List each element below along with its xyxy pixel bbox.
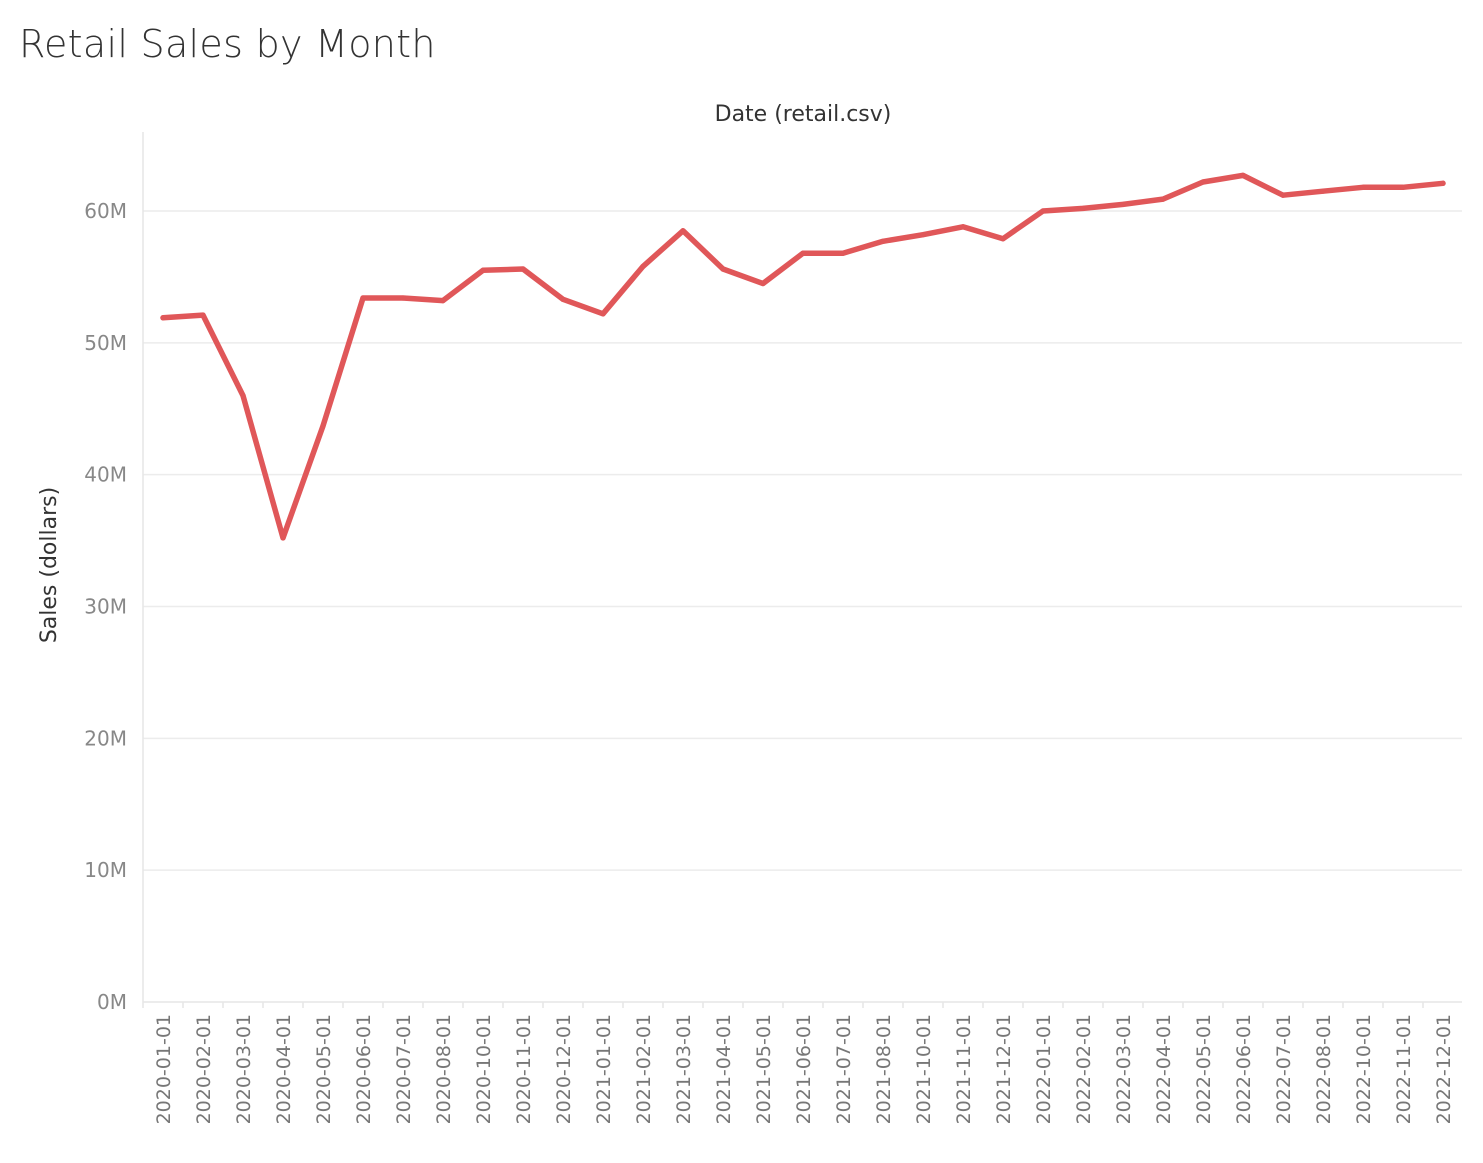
x-tick-label: 2020-05-01: [313, 1014, 335, 1124]
x-tick-label: 2020-02-01: [193, 1014, 215, 1124]
y-tick-label: 40M: [84, 463, 127, 487]
data-point: [1280, 192, 1286, 198]
x-tick-label: 2020-04-01: [273, 1014, 295, 1124]
data-point: [800, 250, 806, 256]
x-tick-label: 2020-01-01: [153, 1014, 175, 1124]
data-point: [1160, 196, 1166, 202]
x-tick-label: 2020-11-01: [513, 1014, 535, 1124]
x-tick-label: 2020-07-01: [393, 1014, 415, 1124]
y-tick-label: 30M: [84, 595, 127, 619]
data-point: [640, 263, 646, 269]
data-point: [920, 232, 926, 238]
x-axis-ticks: 2020-01-01 2020-02-01 2020-03-01 2020-04-01…: [153, 1014, 1455, 1124]
x-tick-label: 2022-04-01: [1153, 1014, 1175, 1124]
x-tick-label: 2021-03-01: [673, 1014, 695, 1124]
x-tick-label: 2021-08-01: [873, 1014, 895, 1124]
data-point: [1120, 201, 1126, 207]
x-tick-label: 2022-08-01: [1313, 1014, 1335, 1124]
y-axis-title: Sales (dollars): [37, 487, 62, 643]
y-tick-label: 50M: [84, 331, 127, 355]
x-tick-label: 2022-03-01: [1113, 1014, 1135, 1124]
x-tick-label: 2022-12-01: [1433, 1014, 1455, 1124]
gridlines: [143, 210, 1462, 871]
data-point: [520, 266, 526, 272]
data-point: [600, 311, 606, 317]
data-point: [400, 295, 406, 301]
data-point: [280, 535, 286, 541]
data-point: [480, 267, 486, 273]
x-tick-label: 2020-08-01: [433, 1014, 455, 1124]
x-tick-label: 2022-02-01: [1073, 1014, 1095, 1124]
x-tick-label: 2022-05-01: [1193, 1014, 1215, 1124]
data-point: [1240, 172, 1246, 178]
data-point: [760, 280, 766, 287]
x-tick-label: 2022-07-01: [1273, 1014, 1295, 1124]
data-point: [1080, 205, 1086, 211]
x-tick-label: 2020-12-01: [553, 1014, 575, 1124]
x-tick-label: 2022-10-01: [1353, 1014, 1375, 1124]
data-point: [880, 238, 886, 244]
y-axis-ticks: 0M 10M 20M 30M 40M 50M 60M: [84, 199, 127, 1014]
y-tick-label: 10M: [84, 858, 127, 882]
data-point: [1200, 179, 1206, 185]
x-tick-label: 2021-10-01: [913, 1014, 935, 1124]
data-point: [1360, 184, 1366, 190]
x-tick-label: 2021-11-01: [953, 1014, 975, 1124]
data-point: [1400, 184, 1406, 190]
x-tick-label: 2022-06-01: [1233, 1014, 1255, 1124]
x-tick-label: 2022-11-01: [1393, 1014, 1415, 1124]
x-tick-label: 2020-03-01: [233, 1014, 255, 1124]
x-axis-title: Date (retail.csv): [715, 102, 892, 127]
data-point: [360, 295, 366, 301]
y-tick-label: 20M: [84, 726, 127, 750]
axes: [142, 132, 1462, 1008]
x-tick-label: 2021-05-01: [753, 1014, 775, 1124]
data-point: [1320, 188, 1326, 194]
data-point: [960, 224, 966, 230]
x-tick-label: 2021-06-01: [793, 1014, 815, 1124]
data-point: [160, 315, 166, 321]
y-tick-label: 60M: [84, 199, 127, 223]
x-tick-label: 2021-12-01: [993, 1014, 1015, 1124]
chart-title: Retail Sales by Month: [19, 22, 436, 66]
x-tick-label: 2021-01-01: [593, 1014, 615, 1124]
x-tick-label: 2020-10-01: [473, 1014, 495, 1124]
x-tick-label: 2021-04-01: [713, 1014, 735, 1124]
data-point: [200, 312, 206, 318]
data-point: [840, 250, 846, 256]
data-point: [720, 266, 726, 272]
data-point: [560, 296, 566, 302]
data-point: [680, 228, 686, 234]
data-point: [1440, 180, 1446, 186]
series-layer: [160, 172, 1446, 541]
data-point: [1040, 208, 1046, 214]
data-point: [1000, 236, 1006, 242]
series-line: [160, 172, 1446, 541]
x-tick-label: 2021-07-01: [833, 1014, 855, 1124]
x-tick-label: 2022-01-01: [1033, 1014, 1055, 1124]
data-point: [240, 393, 246, 399]
x-tick-label: 2020-06-01: [353, 1014, 375, 1124]
y-tick-label: 0M: [97, 990, 127, 1014]
data-point: [320, 423, 326, 429]
data-point: [440, 298, 446, 304]
x-tick-label: 2021-02-01: [633, 1014, 655, 1124]
